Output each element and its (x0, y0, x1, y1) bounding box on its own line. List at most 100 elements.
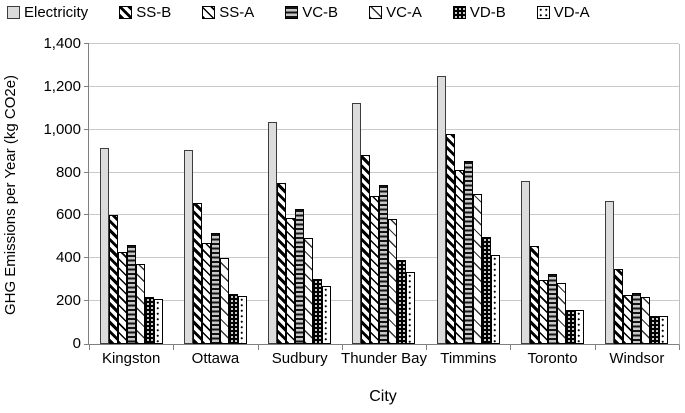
y-axis-title: GHG Emissions per Year (kg CO2e) (2, 74, 19, 316)
legend-label: SS-B (136, 3, 172, 21)
bar-vd-a (406, 272, 416, 344)
bar-electricity (605, 201, 615, 344)
bar-ss-a (623, 295, 633, 344)
x-category-label: Toronto (527, 350, 578, 367)
bar-vc-a (135, 264, 145, 344)
bar-ss-a (454, 170, 464, 344)
bar-vd-b (650, 316, 660, 344)
bar-vd-a (575, 310, 585, 344)
bar-vc-a (304, 238, 314, 344)
legend-label: VC-B (302, 3, 339, 21)
vc-b-swatch-icon (285, 5, 299, 19)
bar-ss-b (277, 183, 287, 344)
bar-ss-a (117, 252, 127, 344)
bar-electricity (268, 122, 278, 344)
bar-ss-b (361, 155, 371, 344)
x-axis-title: City (369, 388, 397, 405)
x-axis-tick (89, 345, 90, 350)
bar-vd-b (144, 297, 154, 344)
x-axis-tick (257, 345, 259, 350)
legend: Electricity SS-B SS-A VC-B VC-A VD-B VD-A (7, 3, 683, 21)
bar-vc-a (472, 194, 482, 344)
bar-vd-b (313, 279, 323, 344)
bar-vd-b (566, 310, 576, 344)
gridline-1,400 (89, 43, 679, 44)
bar-ss-a (539, 280, 549, 344)
legend-item-vc-b: VC-B (285, 4, 338, 21)
bar-group-sudbury (258, 44, 342, 344)
bar-ss-a (370, 196, 380, 344)
x-axis-tick (594, 345, 596, 350)
bar-ss-b (192, 203, 202, 344)
legend-item-vd-a: VD-A (536, 3, 590, 21)
bar-vd-a (490, 255, 500, 344)
legend-label: VD-B (469, 3, 506, 21)
bar-group-ottawa (173, 44, 257, 344)
y-tick-label: 400 (55, 249, 81, 267)
legend-item-ss-a: SS-A (202, 4, 254, 21)
y-tick-label: 1,400 (43, 35, 81, 52)
x-category-label: Kingston (101, 350, 161, 367)
bar-electricity (352, 103, 362, 344)
x-axis-tick (341, 345, 343, 350)
bar-vc-a (641, 297, 651, 344)
bar-electricity (436, 76, 446, 344)
gridline-800 (89, 171, 679, 173)
bar-vc-a (219, 258, 229, 344)
legend-item-vc-a: VC-A (369, 4, 422, 21)
bar-vc-b (463, 161, 473, 344)
x-axis-tick (510, 345, 512, 350)
bar-vd-a (237, 296, 247, 344)
legend-item-ss-b: SS-B (119, 4, 171, 21)
y-tick-label: 0 (72, 335, 81, 352)
legend-item-electricity: Electricity (7, 4, 88, 21)
legend-label: Electricity (24, 3, 89, 21)
y-axis-tick (84, 85, 89, 87)
bar-electricity (99, 148, 109, 344)
bar-ss-b (108, 215, 118, 344)
bar-ss-a (286, 218, 296, 344)
y-tick-label: 1,000 (43, 120, 81, 138)
y-axis-tick (84, 257, 89, 259)
y-axis-tick (84, 128, 89, 130)
legend-label: VD-A (553, 3, 590, 21)
bar-ss-b (445, 134, 455, 344)
x-axis-tick (679, 345, 680, 350)
x-axis-tick (173, 345, 175, 350)
bar-vd-b (228, 294, 238, 344)
y-tick-label: 800 (55, 163, 81, 181)
bar-vd-a (322, 286, 332, 344)
y-axis-tick (84, 300, 89, 302)
y-axis-tick (84, 344, 89, 345)
bar-group-kingston (89, 44, 173, 344)
bar-vd-b (397, 260, 407, 344)
y-tick-label: 200 (55, 292, 81, 310)
y-axis-tick (84, 43, 89, 44)
vd-a-swatch-icon (536, 5, 550, 19)
x-category-label: Timmins (440, 350, 497, 367)
bar-vc-b (379, 185, 389, 344)
x-category-label: Sudbury (271, 350, 328, 367)
bar-vc-a (557, 283, 567, 344)
bar-group-timmins (426, 44, 510, 344)
bar-vc-a (388, 219, 398, 344)
x-axis-tick (426, 345, 428, 350)
bar-vc-b (548, 274, 558, 344)
bar-electricity (521, 181, 531, 344)
y-tick-label: 600 (55, 206, 81, 224)
bar-vc-b (126, 245, 136, 344)
bar-vc-b (295, 209, 305, 344)
bar-vd-a (153, 299, 163, 344)
bar-ss-b (614, 269, 624, 344)
y-tick-label: 1,200 (43, 77, 81, 95)
gridline-1,200 (89, 85, 679, 87)
bar-group-windsor (595, 44, 679, 344)
gridline-1,000 (89, 128, 679, 130)
bar-vd-b (481, 237, 491, 344)
bar-ss-b (530, 246, 540, 344)
x-category-label: Ottawa (191, 350, 240, 367)
bar-electricity (183, 150, 193, 344)
bar-vd-a (659, 316, 669, 344)
x-category-label: Windsor (609, 350, 665, 367)
